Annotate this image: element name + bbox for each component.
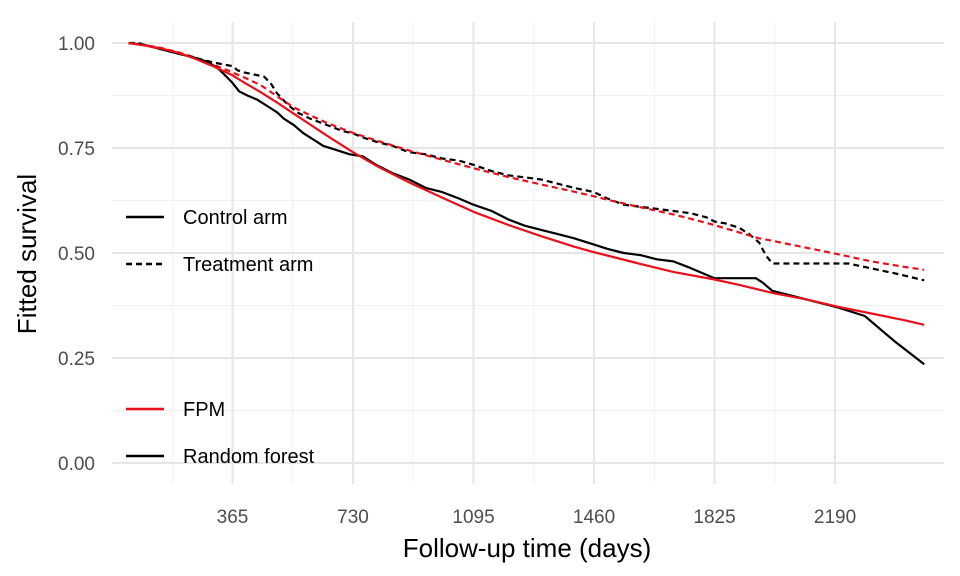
legend-label: Control arm xyxy=(183,207,287,229)
legend-label: Random forest xyxy=(183,446,315,468)
y-tick-label: 0.25 xyxy=(58,349,95,370)
fpm-control-arm-line xyxy=(128,41,925,326)
x-axis-ticks: 365 730 1095 1460 1825 2190 xyxy=(217,507,857,528)
x-tick-label: 1095 xyxy=(452,507,494,528)
y-tick-label: 0.50 xyxy=(58,244,95,265)
fpm-treatment-arm-line xyxy=(128,41,925,271)
y-tick-label: 0.00 xyxy=(58,454,95,475)
legend-label: FPM xyxy=(183,399,225,421)
y-tick-label: 0.75 xyxy=(58,139,95,160)
legend-label: Treatment arm xyxy=(183,254,313,276)
x-axis-title: Follow-up time (days) xyxy=(403,533,652,563)
random-forest-control-arm-line xyxy=(128,41,925,366)
x-tick-label: 730 xyxy=(337,507,369,528)
x-tick-label: 2190 xyxy=(814,507,856,528)
x-tick-label: 1825 xyxy=(693,507,735,528)
legend: Control arm Treatment arm FPM Random forest xyxy=(126,207,315,468)
series-lines xyxy=(128,41,925,366)
y-tick-label: 1.00 xyxy=(58,34,95,55)
major-grid xyxy=(112,22,944,484)
y-axis-ticks: 0.00 0.25 0.50 0.75 1.00 xyxy=(58,34,95,475)
x-tick-label: 1460 xyxy=(573,507,615,528)
x-tick-label: 365 xyxy=(217,507,249,528)
random-forest-treatment-arm-line xyxy=(128,41,925,282)
y-axis-title: Fitted survival xyxy=(12,174,42,334)
